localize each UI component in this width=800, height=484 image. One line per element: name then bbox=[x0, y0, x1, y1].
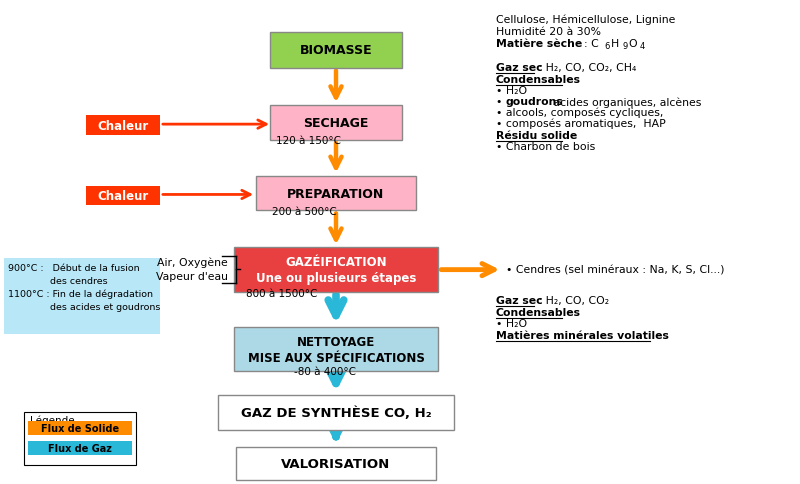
Text: GAZÉIFICATION
Une ou plusieurs étapes: GAZÉIFICATION Une ou plusieurs étapes bbox=[256, 256, 416, 285]
Text: 900°C :   Début de la fusion
              des cendres
1100°C : Fin de la dégrad: 900°C : Début de la fusion des cendres 1… bbox=[8, 264, 160, 311]
Text: 800 à 1500°C: 800 à 1500°C bbox=[246, 288, 318, 298]
FancyBboxPatch shape bbox=[24, 412, 136, 465]
Text: • composés aromatiques,  HAP: • composés aromatiques, HAP bbox=[496, 118, 666, 129]
Text: • alcools, composés cycliques,: • alcools, composés cycliques, bbox=[496, 107, 663, 118]
Text: Gaz sec: Gaz sec bbox=[496, 295, 542, 305]
FancyBboxPatch shape bbox=[270, 33, 402, 69]
Text: Humidité 20 à 30%: Humidité 20 à 30% bbox=[496, 27, 601, 36]
FancyBboxPatch shape bbox=[28, 441, 132, 455]
FancyBboxPatch shape bbox=[4, 259, 160, 334]
Text: Air, Oxygène: Air, Oxygène bbox=[157, 257, 227, 268]
Text: : H₂, CO, CO₂, CH₄: : H₂, CO, CO₂, CH₄ bbox=[535, 63, 637, 73]
Text: 6: 6 bbox=[605, 42, 610, 50]
Text: PREPARATION: PREPARATION bbox=[287, 187, 385, 200]
Text: • Charbon de bois: • Charbon de bois bbox=[496, 142, 595, 151]
Text: VALORISATION: VALORISATION bbox=[282, 457, 390, 470]
Text: 200 à 500°C: 200 à 500°C bbox=[272, 207, 337, 217]
Text: Matières minérales volatiles: Matières minérales volatiles bbox=[496, 330, 669, 340]
FancyBboxPatch shape bbox=[270, 106, 402, 141]
Text: Résidu solide: Résidu solide bbox=[496, 131, 578, 140]
Text: -80 à 400°C: -80 à 400°C bbox=[294, 366, 357, 376]
Text: Chaleur: Chaleur bbox=[98, 120, 149, 132]
Text: •: • bbox=[496, 97, 506, 107]
Text: • H₂O: • H₂O bbox=[496, 86, 527, 96]
Text: 9: 9 bbox=[622, 42, 628, 50]
Text: O: O bbox=[629, 39, 638, 48]
Text: Flux de Solide: Flux de Solide bbox=[41, 423, 119, 433]
FancyBboxPatch shape bbox=[218, 395, 454, 430]
Text: 4: 4 bbox=[640, 42, 646, 50]
Text: Chaleur: Chaleur bbox=[98, 190, 149, 202]
Text: • H₂O: • H₂O bbox=[496, 318, 527, 328]
FancyBboxPatch shape bbox=[234, 248, 438, 292]
FancyBboxPatch shape bbox=[236, 447, 436, 480]
Text: Matière sèche: Matière sèche bbox=[496, 39, 582, 48]
FancyBboxPatch shape bbox=[86, 186, 160, 206]
Text: GAZ DE SYNTHÈSE CO, H₂: GAZ DE SYNTHÈSE CO, H₂ bbox=[241, 406, 431, 419]
Text: Gaz sec: Gaz sec bbox=[496, 63, 542, 73]
Text: : H₂, CO, CO₂: : H₂, CO, CO₂ bbox=[535, 295, 610, 305]
Text: Condensables: Condensables bbox=[496, 75, 581, 85]
Text: Flux de Gaz: Flux de Gaz bbox=[48, 443, 112, 453]
Text: : C: : C bbox=[584, 39, 598, 48]
Text: • Cendres (sel minéraux : Na, K, S, Cl...): • Cendres (sel minéraux : Na, K, S, Cl..… bbox=[506, 265, 725, 275]
Text: H: H bbox=[611, 39, 619, 48]
FancyBboxPatch shape bbox=[234, 327, 438, 372]
Text: Vapeur d'eau: Vapeur d'eau bbox=[156, 272, 228, 282]
FancyBboxPatch shape bbox=[28, 421, 132, 435]
Text: NETTOYAGE
MISE AUX SPÉCIFICATIONS: NETTOYAGE MISE AUX SPÉCIFICATIONS bbox=[247, 335, 425, 364]
Text: Condensables: Condensables bbox=[496, 307, 581, 317]
Text: BIOMASSE: BIOMASSE bbox=[300, 45, 372, 57]
Text: goudrons: goudrons bbox=[506, 97, 563, 107]
Text: 120 à 150°C: 120 à 150°C bbox=[276, 136, 341, 145]
FancyBboxPatch shape bbox=[256, 176, 416, 211]
Text: SECHAGE: SECHAGE bbox=[303, 117, 369, 130]
FancyBboxPatch shape bbox=[86, 116, 160, 136]
Text: Cellulose, Hémicellulose, Lignine: Cellulose, Hémicellulose, Lignine bbox=[496, 14, 675, 25]
Text: Légende: Légende bbox=[30, 414, 75, 425]
Text: acides organiques, alcènes: acides organiques, alcènes bbox=[550, 97, 701, 107]
